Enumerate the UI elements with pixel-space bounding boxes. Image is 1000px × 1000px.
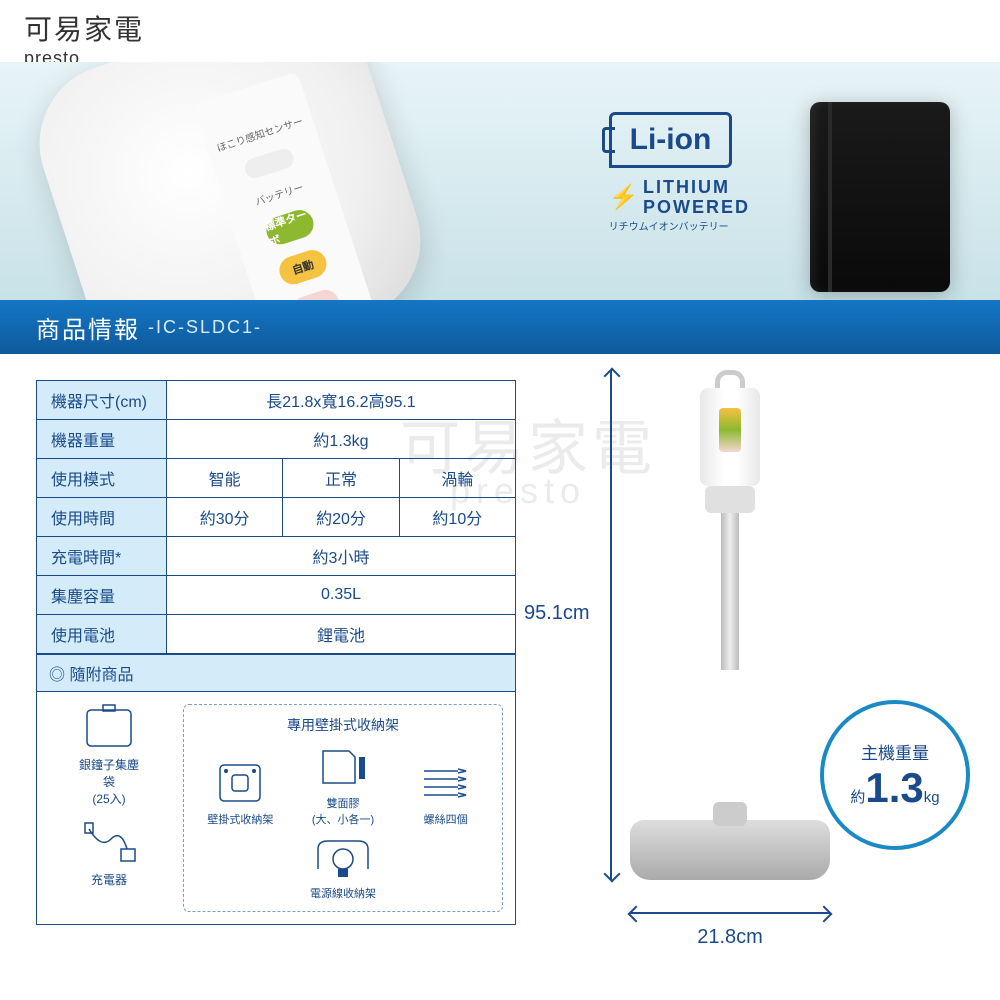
li-ion-text: Li-ion (630, 123, 712, 156)
cord-rack-icon (308, 833, 378, 881)
spec-value: 約3小時 (167, 537, 516, 576)
dustbag-icon (81, 704, 137, 752)
acc-tape: 雙面膠 (大、小各一) (308, 743, 378, 827)
dim-width-label: 21.8cm (630, 926, 830, 949)
acc-screws: 螺絲四個 (411, 759, 481, 827)
spec-section: 機器尺寸(cm)長21.8x寬16.2高95.1機器重量約1.3kg使用模式智能… (36, 380, 516, 677)
weight-circle: 主機重量 約1.3kg (820, 700, 970, 850)
jp-subtitle: リチウムイオンバッテリー (609, 218, 750, 233)
table-row: 集塵容量0.35L (37, 576, 516, 615)
bolt-icon: ⚡ (609, 183, 639, 212)
acc-charger: 充電器 (74, 819, 144, 888)
weight-value: 約1.3kg (850, 764, 939, 812)
spec-label: 機器尺寸(cm) (37, 381, 167, 420)
cord-rack-label: 電源線收納架 (310, 885, 376, 901)
wall-rack-group: 專用壁掛式收納架 壁掛式收納架 雙面膠 (大、小各一) (183, 704, 503, 912)
mode-turbo-button: 標準ターボ (263, 206, 317, 247)
lithium-powered-text: LITHIUM POWERED (643, 178, 750, 218)
info-title-bar: 商品情報 -IC-SLDC1- (0, 300, 1000, 354)
sensor-icon (242, 146, 296, 180)
acc-cord-rack: 電源線收納架 (192, 833, 494, 901)
table-row: 充電時間*約3小時 (37, 537, 516, 576)
tape-icon (315, 743, 371, 791)
acc-dustbag: 銀鐘子集塵袋 (25入) (74, 704, 144, 807)
lithium-word: LITHIUM (643, 177, 730, 197)
spec-label: 充電時間* (37, 537, 167, 576)
spec-value: 約10分 (399, 498, 515, 537)
spec-label: 機器重量 (37, 420, 167, 459)
wall-rack-label: 壁掛式收納架 (207, 811, 273, 827)
vacuum-illustration (690, 370, 770, 670)
spec-value: 0.35L (167, 576, 516, 615)
acc-wall-rack: 壁掛式收納架 (205, 759, 275, 827)
charger-icon (81, 819, 137, 867)
table-row: 機器重量約1.3kg (37, 420, 516, 459)
spec-label: 集塵容量 (37, 576, 167, 615)
spec-value: 智能 (167, 459, 283, 498)
brand-logo: 可易家電 presto (24, 8, 144, 69)
powered-word: POWERED (643, 197, 750, 217)
dustbag-label: 銀鐘子集塵袋 (25入) (74, 756, 144, 807)
screws-icon (418, 759, 474, 807)
spec-value: 長21.8x寬16.2高95.1 (167, 381, 516, 420)
spec-label: 使用模式 (37, 459, 167, 498)
wall-rack-title: 專用壁掛式收納架 (287, 715, 399, 735)
wall-rack-icon (212, 759, 268, 807)
dimension-figure: 95.1cm 21.8cm 主機重量 約1.3kg (560, 370, 960, 980)
spec-label: 使用時間 (37, 498, 167, 537)
hero-banner: ほこり感知センサー バッテリー 標準ターボ 自動 切 Li-ion ⚡ LITH… (0, 62, 1000, 300)
battery-label: バッテリー (253, 179, 305, 209)
vacuum-head (630, 820, 830, 880)
li-ion-badge: Li-ion (609, 112, 733, 168)
li-ion-block: Li-ion ⚡ LITHIUM POWERED リチウムイオンバッテリー (609, 112, 750, 233)
spec-value: 約1.3kg (167, 420, 516, 459)
weight-title: 主機重量 (861, 739, 929, 764)
weight-number: 1.3 (865, 764, 923, 811)
spec-label: 使用電池 (37, 615, 167, 654)
spec-value: 約20分 (283, 498, 399, 537)
spec-value: 渦輪 (399, 459, 515, 498)
weight-approx: 約 (850, 789, 865, 806)
info-title: 商品情報 (36, 310, 140, 345)
table-row: 使用模式智能正常渦輪 (37, 459, 516, 498)
table-row: 使用時間約30分約20分約10分 (37, 498, 516, 537)
dim-height-label: 95.1cm (522, 600, 592, 627)
tape-label: 雙面膠 (大、小各一) (312, 795, 374, 827)
weight-unit: kg (924, 789, 940, 806)
table-row: 使用電池鋰電池 (37, 615, 516, 654)
spec-value: 鋰電池 (167, 615, 516, 654)
dim-vertical (590, 370, 630, 880)
spec-value: 正常 (283, 459, 399, 498)
info-model: -IC-SLDC1- (148, 317, 262, 338)
spec-table: 機器尺寸(cm)長21.8x寬16.2高95.1機器重量約1.3kg使用模式智能… (36, 380, 516, 654)
mode-auto-button: 自動 (276, 246, 330, 287)
spec-value: 約30分 (167, 498, 283, 537)
dim-horizontal: 21.8cm (630, 900, 830, 930)
mode-off-button: 切 (289, 286, 343, 300)
table-row: 機器尺寸(cm)長21.8x寬16.2高95.1 (37, 381, 516, 420)
screws-label: 螺絲四個 (424, 811, 468, 827)
accessories-box: ◎ 隨附商品 銀鐘子集塵袋 (25入) 充電器 專用壁掛式收納架 (36, 654, 516, 925)
charger-label: 充電器 (91, 871, 127, 888)
brand-cn: 可易家電 (24, 8, 144, 48)
sensor-label: ほこり感知センサー (214, 112, 304, 154)
accessories-heading: ◎ 隨附商品 (37, 655, 515, 692)
battery-photo (810, 102, 950, 292)
